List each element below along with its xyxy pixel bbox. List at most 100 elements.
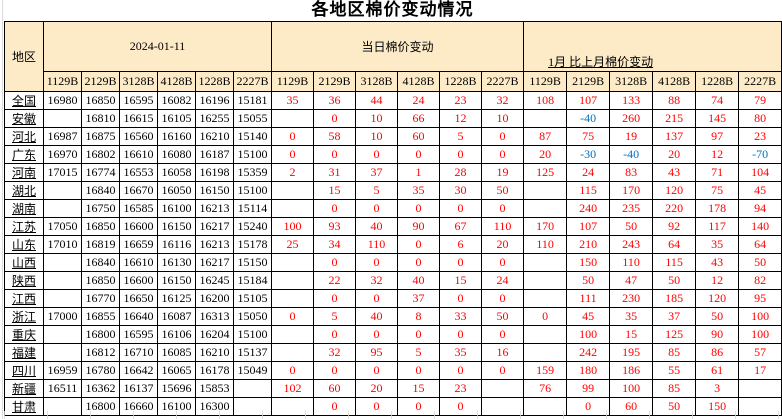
daily-change-cell[interactable]: 40	[355, 217, 399, 236]
price-cell[interactable]	[43, 325, 82, 344]
monthly-change-cell[interactable]: 76	[523, 379, 568, 398]
monthly-change-cell[interactable]: 94	[738, 199, 782, 218]
daily-change-cell[interactable]: 0	[313, 361, 357, 380]
price-cell[interactable]: 16105	[157, 109, 196, 128]
price-cell[interactable]: 15184	[232, 271, 273, 290]
monthly-change-cell[interactable]: 19	[609, 127, 654, 146]
monthly-change-cell[interactable]: 120	[652, 181, 697, 200]
daily-change-cell[interactable]: 0	[271, 127, 315, 146]
price-cell[interactable]: 16080	[157, 145, 196, 164]
monthly-change-cell[interactable]: 64	[738, 235, 782, 254]
price-cell[interactable]: 15105	[232, 289, 273, 308]
region-cell[interactable]: 新疆	[4, 379, 44, 398]
price-cell[interactable]: 16819	[81, 235, 120, 254]
region-cell[interactable]: 山西	[4, 253, 44, 272]
monthly-change-cell[interactable]: 64	[652, 235, 697, 254]
daily-change-cell[interactable]: 0	[271, 145, 315, 164]
price-cell[interactable]	[43, 199, 82, 218]
daily-change-cell[interactable]: 5	[313, 307, 357, 326]
monthly-change-cell[interactable]: 159	[523, 361, 568, 380]
daily-change-cell[interactable]: 50	[481, 307, 525, 326]
monthly-change-cell[interactable]: 75	[695, 181, 740, 200]
monthly-change-cell[interactable]: 242	[566, 343, 611, 362]
grade-column-header[interactable]: 3128B	[609, 71, 654, 92]
region-cell[interactable]: 河北	[4, 127, 44, 146]
daily-change-cell[interactable]: 10	[481, 109, 525, 128]
price-cell[interactable]: 16560	[119, 127, 158, 146]
daily-change-cell[interactable]: 0	[271, 307, 315, 326]
daily-change-cell[interactable]: 0	[397, 199, 441, 218]
monthly-change-cell[interactable]: 90	[695, 325, 740, 344]
monthly-change-cell[interactable]: 17	[738, 361, 782, 380]
monthly-change-cell[interactable]	[523, 289, 568, 308]
monthly-change-cell[interactable]: 88	[652, 91, 697, 110]
grade-column-header[interactable]: 1228B	[195, 71, 234, 92]
price-cell[interactable]: 16750	[81, 199, 120, 218]
grade-column-header[interactable]: 2227B	[232, 71, 273, 92]
daily-change-cell[interactable]: 0	[481, 325, 525, 344]
grade-column-header[interactable]: 1129B	[43, 71, 82, 92]
monthly-change-cell[interactable]: 20	[523, 145, 568, 164]
price-cell[interactable]	[43, 253, 82, 272]
daily-change-cell[interactable]: 0	[271, 361, 315, 380]
grade-column-header[interactable]: 2129B	[313, 71, 357, 92]
monthly-change-cell[interactable]: 195	[609, 343, 654, 362]
price-cell[interactable]: 16770	[81, 289, 120, 308]
monthly-change-cell[interactable]: 74	[695, 91, 740, 110]
price-cell[interactable]	[43, 271, 82, 290]
daily-change-cell[interactable]: 20	[355, 379, 399, 398]
monthly-change-cell[interactable]: 107	[566, 217, 611, 236]
price-cell[interactable]	[43, 289, 82, 308]
monthly-change-cell[interactable]: 125	[652, 325, 697, 344]
price-cell[interactable]: 16595	[119, 91, 158, 110]
daily-change-cell[interactable]	[271, 253, 315, 272]
price-cell[interactable]: 15178	[232, 235, 273, 254]
daily-change-cell[interactable]: 0	[481, 127, 525, 146]
price-cell[interactable]: 16106	[157, 325, 196, 344]
daily-change-cell[interactable]: 58	[313, 127, 357, 146]
price-cell[interactable]: 17015	[43, 163, 82, 182]
monthly-change-cell[interactable]: 170	[523, 217, 568, 236]
price-cell[interactable]: 16812	[81, 343, 120, 362]
monthly-change-cell[interactable]: -70	[738, 145, 782, 164]
monthly-change-cell[interactable]: 75	[566, 127, 611, 146]
monthly-change-cell[interactable]: 35	[609, 307, 654, 326]
daily-change-cell[interactable]: 0	[439, 325, 483, 344]
daily-change-cell[interactable]: 0	[397, 361, 441, 380]
price-cell[interactable]	[232, 379, 273, 398]
monthly-change-cell[interactable]	[523, 343, 568, 362]
price-cell[interactable]: 16116	[157, 235, 196, 254]
monthly-change-cell[interactable]: 35	[695, 235, 740, 254]
price-cell[interactable]: 16130	[157, 253, 196, 272]
daily-change-cell[interactable]: 40	[355, 307, 399, 326]
price-cell[interactable]	[43, 181, 82, 200]
monthly-change-cell[interactable]: 100	[609, 379, 654, 398]
region-cell[interactable]: 重庆	[4, 325, 44, 344]
monthly-change-cell[interactable]	[523, 271, 568, 290]
price-cell[interactable]: 16210	[195, 127, 234, 146]
price-cell[interactable]: 15100	[232, 145, 273, 164]
daily-change-cell[interactable]: 32	[313, 343, 357, 362]
daily-change-cell[interactable]: 0	[313, 325, 357, 344]
price-cell[interactable]: 15114	[232, 199, 273, 218]
daily-change-cell[interactable]: 34	[313, 235, 357, 254]
daily-change-cell[interactable]: 60	[397, 127, 441, 146]
price-cell[interactable]: 16600	[119, 271, 158, 290]
daily-change-cell[interactable]: 19	[481, 163, 525, 182]
price-cell[interactable]: 16198	[195, 163, 234, 182]
daily-change-cell[interactable]: 60	[313, 379, 357, 398]
date-section-header[interactable]: 2024-01-11	[42, 21, 273, 72]
price-cell[interactable]: 16810	[81, 109, 120, 128]
daily-change-cell[interactable]: 0	[397, 253, 441, 272]
price-cell[interactable]: 16850	[81, 91, 120, 110]
monthly-change-cell[interactable]: 50	[566, 271, 611, 290]
daily-change-cell[interactable]: 5	[355, 181, 399, 200]
price-cell[interactable]: 16100	[157, 199, 196, 218]
price-cell[interactable]: 16774	[81, 163, 120, 182]
monthly-change-cell[interactable]: 260	[609, 109, 654, 128]
price-cell[interactable]: 16642	[119, 361, 158, 380]
price-cell[interactable]: 16850	[81, 271, 120, 290]
daily-change-cell[interactable]: 25	[271, 235, 315, 254]
monthly-change-cell[interactable]: 50	[609, 217, 654, 236]
region-cell[interactable]: 湖南	[4, 199, 44, 218]
